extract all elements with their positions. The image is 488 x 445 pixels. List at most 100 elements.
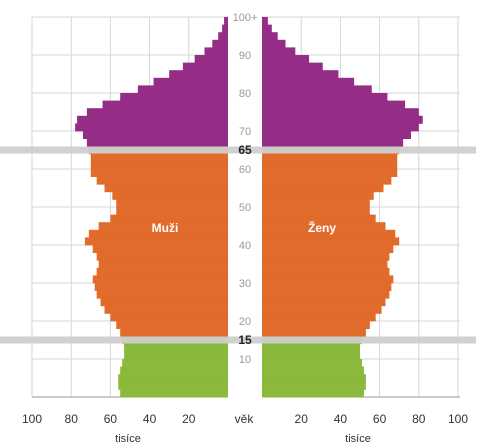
bar-male	[98, 222, 228, 231]
bar-female	[262, 62, 323, 71]
age-marker-band	[0, 336, 476, 344]
bar-female	[262, 313, 376, 322]
age-tick-label: 30	[239, 278, 251, 290]
bar-female	[262, 153, 398, 162]
bar-female	[262, 169, 398, 177]
bar-female	[262, 93, 388, 101]
bar-female	[262, 381, 366, 390]
bar-female	[262, 24, 272, 33]
bar-male	[90, 153, 228, 162]
x-tick-label-left: 80	[65, 412, 79, 426]
bar-male	[102, 100, 228, 109]
bar-female	[262, 305, 382, 314]
x-tick-label-right: 20	[295, 412, 309, 426]
bar-female	[262, 222, 386, 231]
age-marker-band	[0, 146, 476, 154]
age-tick-label: 50	[239, 202, 251, 214]
bar-male	[137, 85, 228, 94]
age-marker-label: 15	[238, 333, 252, 347]
bar-female	[262, 389, 364, 398]
bar-female	[262, 176, 392, 185]
bar-female	[262, 161, 398, 170]
bar-female	[262, 39, 286, 48]
male-series-label: Muži	[152, 221, 179, 235]
bar-male	[120, 389, 228, 398]
bar-female	[262, 260, 388, 269]
bar-male	[86, 138, 228, 147]
bar-male	[82, 131, 229, 139]
bar-male	[182, 62, 228, 71]
bar-male	[124, 343, 228, 352]
age-tick-label: 90	[239, 50, 251, 62]
female-series-label: Ženy	[308, 220, 336, 235]
age-tick-label: 20	[239, 316, 251, 328]
bar-male	[98, 260, 228, 269]
bar-male	[90, 169, 228, 177]
x-tick-label-right: 100	[448, 412, 468, 426]
bar-female	[262, 17, 268, 25]
bar-female	[262, 214, 376, 223]
x-tick-label-right: 60	[373, 412, 387, 426]
bar-male	[212, 39, 228, 48]
bar-female	[262, 229, 396, 238]
bar-female	[262, 77, 355, 86]
bar-male	[204, 47, 228, 56]
bar-male	[124, 351, 228, 360]
x-axis-title-right: tisíce	[345, 433, 371, 445]
bar-male	[104, 305, 228, 314]
bar-male	[112, 191, 228, 200]
bar-female	[262, 275, 394, 284]
bar-female	[262, 191, 374, 200]
bar-female	[262, 245, 394, 253]
bar-female	[262, 283, 392, 291]
age-tick-label: 10	[239, 354, 251, 366]
bar-female	[262, 85, 372, 94]
age-marker-lines	[0, 146, 476, 344]
x-tick-label-left: 20	[182, 412, 196, 426]
age-axis-title: věk	[235, 412, 255, 426]
tick-labels: 20 20 40 40 60 60 80 80 100 100 10 20 30 40 50 60 70 80 90…	[22, 12, 468, 426]
bar-male	[77, 115, 228, 124]
bar-female	[262, 328, 366, 337]
bar-male	[169, 70, 228, 79]
bar-female	[262, 290, 390, 299]
bar-male	[110, 214, 228, 223]
bar-male	[116, 199, 228, 208]
bar-female	[262, 321, 370, 329]
bar-male	[75, 123, 229, 132]
bar-male	[84, 237, 228, 246]
x-tick-label-left: 40	[143, 412, 157, 426]
bar-female	[262, 207, 370, 215]
bar-female	[262, 131, 411, 139]
bar-male	[88, 229, 228, 238]
bar-male	[96, 252, 229, 261]
bar-female	[262, 359, 362, 367]
bar-female	[262, 298, 386, 307]
bar-female	[262, 108, 419, 117]
bar-male	[153, 77, 228, 86]
bar-male	[94, 283, 228, 291]
age-tick-label: 100+	[233, 12, 258, 24]
bar-male	[100, 298, 228, 307]
bar-female	[262, 199, 370, 208]
age-tick-label: 70	[239, 126, 251, 138]
x-axis-title-left: tisíce	[115, 433, 141, 445]
age-tick-label: 60	[239, 164, 251, 176]
bar-male	[120, 366, 228, 375]
bar-male	[92, 245, 228, 253]
bar-female	[262, 32, 278, 41]
bar-female	[262, 123, 419, 132]
bar-male	[218, 32, 228, 41]
bar-male	[96, 176, 229, 185]
bar-male	[96, 267, 229, 276]
bar-female	[262, 267, 390, 276]
bar-female	[262, 115, 423, 124]
bar-male	[122, 359, 228, 367]
bar-male	[110, 313, 228, 322]
bar-male	[120, 328, 228, 337]
bar-male	[222, 24, 228, 33]
bar-female	[262, 351, 360, 360]
bar-male	[118, 374, 228, 383]
age-tick-label: 80	[239, 88, 251, 100]
